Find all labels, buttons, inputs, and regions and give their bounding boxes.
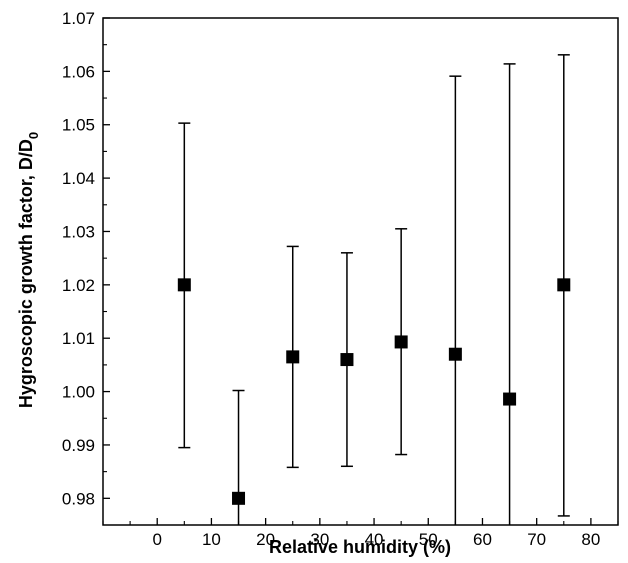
x-tick-label: 60 [473, 530, 492, 549]
marks-layer [177, 54, 571, 525]
y-tick-label: 0.98 [62, 489, 95, 508]
y-tick-label: 1.04 [62, 169, 95, 188]
data-point [340, 353, 354, 367]
ticks-layer: 0 10 20 30 40 50 60 70 80 0.98 0.99 1.00 1.01 1.02 1.0… [62, 9, 619, 549]
data-point [286, 350, 300, 364]
data-point [557, 278, 571, 292]
plot-frame [102, 17, 619, 526]
y-tick-label: 1.00 [62, 383, 95, 402]
data-point [394, 335, 408, 349]
y-axis-title-subscript: 0 [26, 132, 41, 139]
data-point [503, 392, 517, 406]
x-tick-label: 30 [310, 530, 329, 549]
x-tick-label: 20 [256, 530, 275, 549]
x-tick-label: 50 [419, 530, 438, 549]
y-tick-label: 1.07 [62, 9, 95, 28]
data-point [448, 347, 462, 361]
data-point [177, 278, 191, 292]
x-tick-label: 40 [365, 530, 384, 549]
y-tick-label: 1.05 [62, 116, 95, 135]
y-tick-label: 1.03 [62, 222, 95, 241]
y-axis-title: Hygroscopic growth factor, D/D0 [16, 132, 41, 408]
y-tick-label: 0.99 [62, 436, 95, 455]
y-tick-label: 1.06 [62, 62, 95, 81]
y-tick-label: 1.01 [62, 329, 95, 348]
x-tick-label: 80 [581, 530, 600, 549]
y-tick-label: 1.02 [62, 276, 95, 295]
x-axis-title: Relative humidity (%) [269, 537, 451, 557]
data-point [232, 491, 246, 505]
y-axis-title-main: Hygroscopic growth factor, D/D [16, 139, 36, 408]
x-tick-label: 10 [202, 530, 221, 549]
x-tick-label: 70 [527, 530, 546, 549]
x-tick-label: 0 [152, 530, 161, 549]
